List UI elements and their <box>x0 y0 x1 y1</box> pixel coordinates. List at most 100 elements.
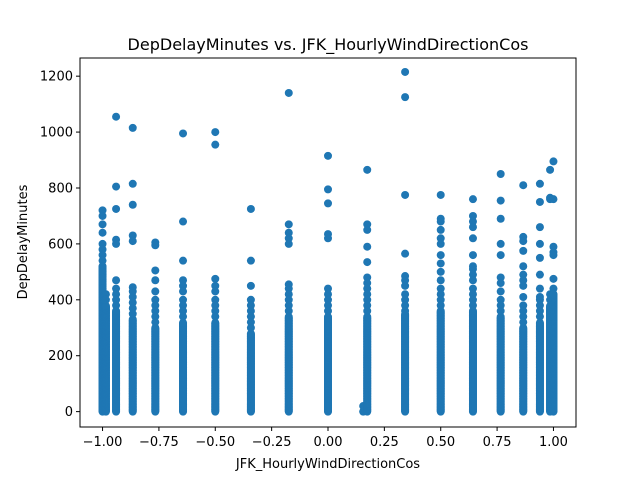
data-point <box>284 301 293 310</box>
x-tick-label: −0.75 <box>139 435 179 450</box>
data-point <box>519 246 528 255</box>
data-point <box>363 258 372 267</box>
data-point <box>179 129 188 138</box>
data-point <box>112 290 121 299</box>
data-point <box>324 234 332 243</box>
data-point <box>284 88 293 97</box>
data-point <box>112 284 121 293</box>
data-point <box>436 290 445 299</box>
data-point <box>211 312 220 321</box>
y-tick-label: 0 <box>65 405 73 420</box>
data-point <box>519 276 528 285</box>
data-point <box>151 287 160 296</box>
data-point <box>496 170 505 179</box>
data-point <box>246 281 255 290</box>
data-point <box>468 306 477 315</box>
data-point <box>179 306 188 315</box>
data-point <box>101 295 110 304</box>
y-axis: 0 200 400 600 800 1000 1200 <box>40 70 80 420</box>
data-point <box>436 225 445 234</box>
data-point <box>179 281 188 290</box>
data-point <box>436 259 445 268</box>
data-point <box>535 284 544 293</box>
data-point <box>324 301 332 310</box>
y-tick-label: 600 <box>48 237 73 252</box>
data-point <box>284 220 293 229</box>
data-points <box>98 67 558 416</box>
x-tick-label: 1.00 <box>539 435 568 450</box>
data-point <box>98 245 107 254</box>
data-point <box>101 301 110 310</box>
data-point <box>324 199 332 208</box>
data-point <box>496 301 505 310</box>
data-point <box>468 211 477 220</box>
y-tick-label: 800 <box>48 181 73 196</box>
data-point <box>496 251 505 260</box>
data-point <box>468 195 477 204</box>
data-point <box>519 181 528 190</box>
data-point <box>324 151 332 160</box>
data-point <box>151 266 160 275</box>
data-point <box>401 93 410 102</box>
data-point <box>98 211 107 220</box>
data-point <box>128 304 137 313</box>
data-point <box>211 140 220 149</box>
data-point <box>211 301 220 310</box>
data-point <box>549 274 558 283</box>
y-axis-label: DepDelayMinutes <box>16 184 31 299</box>
data-point <box>519 323 528 332</box>
data-point <box>112 204 121 213</box>
data-point <box>549 290 558 299</box>
data-point <box>496 196 505 205</box>
data-point <box>468 251 477 260</box>
data-point <box>363 284 372 293</box>
data-point <box>179 312 188 321</box>
data-point <box>363 301 372 310</box>
data-point <box>401 249 410 258</box>
data-point <box>535 253 544 262</box>
data-point <box>519 318 528 327</box>
data-point <box>401 301 410 310</box>
data-point <box>246 306 255 315</box>
data-point <box>98 256 107 265</box>
data-point <box>496 306 505 315</box>
y-tick-label: 1000 <box>40 126 73 141</box>
data-point <box>98 262 107 271</box>
data-point <box>401 276 410 285</box>
data-point <box>468 276 477 285</box>
data-point <box>468 295 477 304</box>
y-tick-label: 1200 <box>40 70 73 85</box>
x-tick-label: −0.50 <box>195 435 235 450</box>
data-point <box>112 112 121 121</box>
data-point <box>98 273 107 282</box>
data-point <box>112 276 121 285</box>
data-point <box>468 290 477 299</box>
x-tick-label: 0.50 <box>426 435 455 450</box>
data-point <box>436 251 445 260</box>
data-point <box>363 312 372 321</box>
x-axis-label: JFK_HourlyWindDirectionCos <box>235 457 420 472</box>
data-point <box>468 234 477 243</box>
data-point <box>535 239 544 248</box>
data-point <box>211 287 220 296</box>
data-point <box>151 241 160 250</box>
data-point <box>324 295 332 304</box>
y-tick-label: 400 <box>48 293 73 308</box>
data-point <box>401 281 410 290</box>
data-point <box>98 251 107 260</box>
data-point <box>535 197 544 206</box>
data-point <box>519 301 528 310</box>
data-point <box>324 306 332 315</box>
data-point <box>401 190 410 199</box>
data-point <box>401 295 410 304</box>
data-point <box>468 223 477 232</box>
data-point <box>401 306 410 315</box>
data-point <box>519 306 528 315</box>
data-point <box>519 262 528 271</box>
data-point <box>151 295 160 304</box>
data-point <box>468 301 477 310</box>
data-point <box>151 312 160 321</box>
x-tick-label: 0.25 <box>370 435 399 450</box>
data-point <box>363 165 372 174</box>
data-point <box>535 295 544 304</box>
